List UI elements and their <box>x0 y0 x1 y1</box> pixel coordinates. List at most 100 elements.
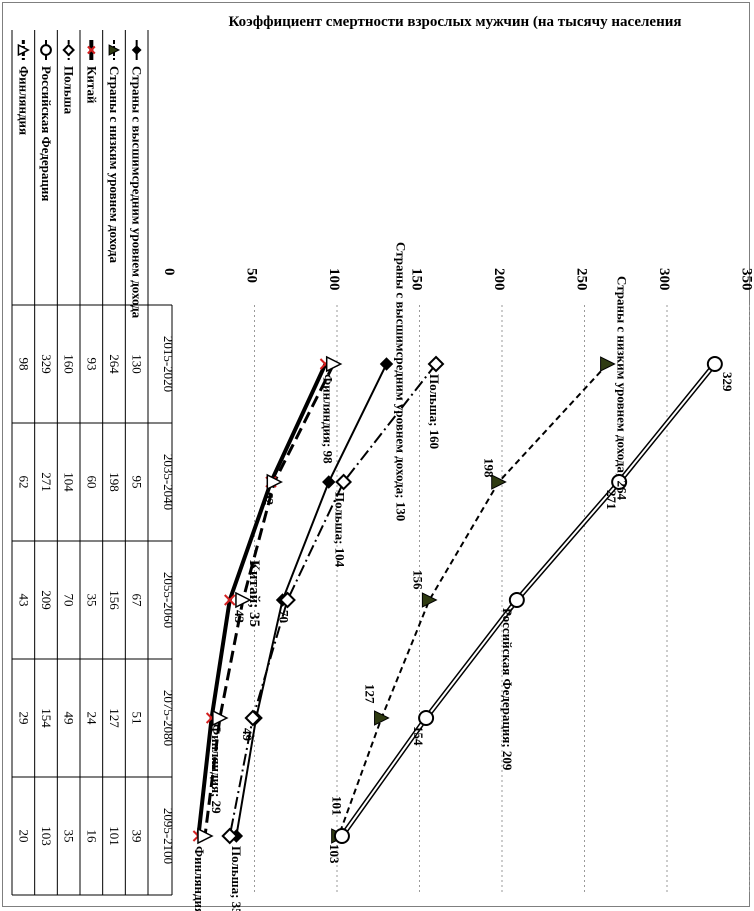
data-label-13: 49 <box>240 728 255 742</box>
table-cell-5-0: 98 <box>16 358 31 371</box>
table-cell-4-1: 271 <box>39 472 54 492</box>
table-cell-3-0: 160 <box>62 354 77 374</box>
series-4-point-1 <box>611 474 628 490</box>
series-1-point-1 <box>491 474 507 490</box>
table-cell-1-1: 198 <box>107 472 122 492</box>
table-cell-2-4: 16 <box>84 830 99 844</box>
table-cell-5-3: 29 <box>16 712 31 725</box>
data-label-7: 156 <box>410 570 425 590</box>
series-5-point-3 <box>212 709 229 727</box>
series-1-point-3 <box>374 710 390 726</box>
x-category-label-4: 2095-2100 <box>161 808 176 864</box>
table-cell-4-4: 103 <box>39 826 54 846</box>
table-cell-4-2: 209 <box>39 590 54 610</box>
y-tick-label-3: 150 <box>409 268 425 291</box>
legend-entry-3: Польша <box>62 66 77 115</box>
y-tick-label-4: 200 <box>491 268 507 291</box>
series-3-point-1 <box>335 473 353 491</box>
y-tick-label-2: 100 <box>326 268 342 291</box>
data-label-18: 43 <box>232 610 247 624</box>
chart-title: Коэффициент смертности взрослых мужчин (… <box>228 14 681 30</box>
data-label-11: Польша; 104 <box>333 492 348 568</box>
series-2-point-2 <box>224 594 236 606</box>
x-category-label-2: 2055-2060 <box>161 572 176 628</box>
table-cell-1-0: 264 <box>107 354 122 374</box>
table-cell-0-1: 95 <box>130 476 145 489</box>
table-cell-1-3: 127 <box>107 708 122 728</box>
series-4-point-4 <box>333 828 350 844</box>
legend-key-marker-2 <box>87 45 96 55</box>
y-tick-label-7: 350 <box>739 268 754 291</box>
series-5-point-4 <box>197 827 214 845</box>
data-label-15: Страны с высшимсредним уровнем дохода; 1… <box>394 242 409 521</box>
series-5-point-2 <box>235 591 252 609</box>
legend-key-marker-3 <box>62 43 75 57</box>
data-label-8: 127 <box>363 684 378 704</box>
series-1-point-2 <box>421 592 438 608</box>
table-cell-2-2: 35 <box>84 594 99 607</box>
data-label-21: Китай; 35 <box>246 560 262 627</box>
legend-entry-2: Китай <box>84 66 99 104</box>
x-category-label-0: 2015-2020 <box>161 336 176 392</box>
series-3-point-3 <box>244 709 262 727</box>
x-category-label-1: 2035-2040 <box>161 454 176 510</box>
legend-key-marker-5 <box>17 43 30 57</box>
legend-entry-0: Страны с высшимсредним уровнем дохода <box>130 66 145 319</box>
series-3-point-2 <box>279 591 296 609</box>
x-category-label-3: 2075-2080 <box>161 690 176 746</box>
table-cell-0-3: 51 <box>130 712 145 725</box>
legend-entry-1: Страны с низким уровнем дохода <box>107 66 122 263</box>
table-cell-3-4: 35 <box>62 830 77 843</box>
data-label-3: 154 <box>411 726 426 746</box>
series-3-point-4 <box>221 827 239 845</box>
series-0-point-0 <box>379 357 394 371</box>
table-cell-4-3: 154 <box>39 708 54 728</box>
series-3-point-0 <box>427 355 445 373</box>
legend-entry-4: Российская Федерация <box>39 66 54 201</box>
data-label-16: Финляндия; 98 <box>321 374 336 464</box>
table-cell-5-1: 62 <box>16 476 31 489</box>
table-cell-5-2: 43 <box>16 594 31 607</box>
table-cell-3-2: 70 <box>62 594 77 607</box>
y-tick-label-5: 250 <box>574 268 590 291</box>
y-tick-label-0: 0 <box>161 268 177 276</box>
series-5-point-0 <box>325 355 343 373</box>
legend-entry-5: Финляндия <box>16 66 31 135</box>
legend-key-marker-1 <box>108 44 121 56</box>
table-cell-5-4: 20 <box>16 830 31 843</box>
data-label-1: 271 <box>604 490 619 510</box>
data-label-10: Польша; 160 <box>427 374 442 449</box>
data-label-4: 103 <box>327 844 342 864</box>
table-cell-2-3: 24 <box>84 712 99 726</box>
data-label-20: Финляндия <box>192 846 207 911</box>
table-cell-2-1: 60 <box>84 476 99 489</box>
legend-key-marker-4 <box>40 44 52 56</box>
y-tick-label-6: 300 <box>656 268 672 291</box>
data-label-19: Финляндия; 29 <box>209 724 224 814</box>
table-cell-1-2: 156 <box>107 590 122 610</box>
series-line-1 <box>337 363 609 837</box>
table-cell-0-0: 130 <box>130 354 145 374</box>
data-label-2: Российская Федерация; 209 <box>500 608 515 771</box>
data-label-12: 70 <box>277 610 292 623</box>
table-cell-0-4: 39 <box>130 830 145 843</box>
data-label-14: Польша; 35 <box>229 846 244 911</box>
data-label-6: 198 <box>482 458 497 478</box>
data-label-9: 101 <box>330 796 345 816</box>
legend-key-marker-0 <box>131 45 142 55</box>
table-cell-1-4: 101 <box>107 826 122 846</box>
table-cell-4-0: 329 <box>39 354 54 374</box>
series-4-point-2 <box>508 592 525 608</box>
table-cell-3-1: 104 <box>62 472 77 492</box>
table-cell-0-2: 67 <box>130 594 145 608</box>
data-label-5: Страны с низким уровнем дохода; 264 <box>615 276 630 501</box>
series-5-point-1 <box>266 473 283 491</box>
table-cell-2-0: 93 <box>84 358 99 371</box>
y-tick-label-1: 50 <box>244 268 260 283</box>
data-label-17: 62 <box>261 492 276 505</box>
series-4-point-3 <box>418 710 435 726</box>
series-4-point-0 <box>706 356 723 372</box>
